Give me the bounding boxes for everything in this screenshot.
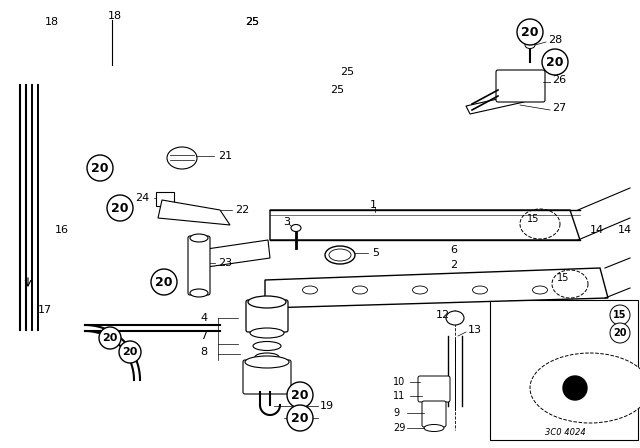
Text: 10: 10 xyxy=(393,377,405,387)
Text: 5: 5 xyxy=(372,248,379,258)
Ellipse shape xyxy=(190,234,208,242)
Ellipse shape xyxy=(245,356,289,368)
Text: 20: 20 xyxy=(613,328,627,338)
Polygon shape xyxy=(158,200,230,225)
Text: 24: 24 xyxy=(135,193,149,203)
Text: 3: 3 xyxy=(283,217,290,227)
Ellipse shape xyxy=(446,311,464,325)
Text: 16: 16 xyxy=(55,225,69,235)
Text: 19: 19 xyxy=(320,401,334,411)
Text: 27: 27 xyxy=(552,103,566,113)
Ellipse shape xyxy=(250,328,284,338)
Text: 7: 7 xyxy=(200,331,207,341)
Polygon shape xyxy=(466,94,524,114)
Ellipse shape xyxy=(329,249,351,261)
Ellipse shape xyxy=(424,425,444,431)
FancyBboxPatch shape xyxy=(422,401,446,427)
Text: 20: 20 xyxy=(92,161,109,175)
Circle shape xyxy=(610,323,630,343)
Ellipse shape xyxy=(248,296,286,308)
Circle shape xyxy=(119,341,141,363)
Polygon shape xyxy=(270,210,580,240)
Circle shape xyxy=(517,19,543,45)
Text: 20: 20 xyxy=(102,333,118,343)
Text: 20: 20 xyxy=(291,388,308,401)
Text: 18: 18 xyxy=(45,17,59,27)
Text: 2: 2 xyxy=(450,260,457,270)
Text: 12: 12 xyxy=(436,310,450,320)
FancyBboxPatch shape xyxy=(188,236,210,295)
Circle shape xyxy=(563,376,587,400)
Ellipse shape xyxy=(413,286,428,294)
Ellipse shape xyxy=(353,286,367,294)
Text: 20: 20 xyxy=(547,56,564,69)
Text: 25: 25 xyxy=(330,85,344,95)
Text: 3C0 4024: 3C0 4024 xyxy=(545,427,586,436)
Ellipse shape xyxy=(325,246,355,264)
Text: 17: 17 xyxy=(38,305,52,315)
Polygon shape xyxy=(200,240,270,268)
FancyBboxPatch shape xyxy=(490,300,638,440)
Text: 20: 20 xyxy=(111,202,129,215)
FancyBboxPatch shape xyxy=(246,300,288,332)
Circle shape xyxy=(99,327,121,349)
Text: 1: 1 xyxy=(370,200,377,210)
Text: 25: 25 xyxy=(245,17,259,27)
Text: 11: 11 xyxy=(393,391,405,401)
Circle shape xyxy=(151,269,177,295)
Circle shape xyxy=(87,155,113,181)
Text: 8: 8 xyxy=(200,347,207,357)
Circle shape xyxy=(107,195,133,221)
Ellipse shape xyxy=(190,289,208,297)
Text: 18: 18 xyxy=(108,11,122,21)
Text: 22: 22 xyxy=(235,205,249,215)
Text: 14: 14 xyxy=(590,225,604,235)
Text: 14: 14 xyxy=(618,225,632,235)
Ellipse shape xyxy=(255,353,279,361)
Text: 15: 15 xyxy=(527,214,540,224)
Text: 20: 20 xyxy=(156,276,173,289)
FancyBboxPatch shape xyxy=(156,192,174,206)
Ellipse shape xyxy=(167,147,197,169)
FancyBboxPatch shape xyxy=(418,376,450,402)
Text: 23: 23 xyxy=(218,258,232,268)
Text: 20: 20 xyxy=(291,412,308,425)
Text: 15: 15 xyxy=(557,273,570,283)
Ellipse shape xyxy=(472,286,488,294)
Ellipse shape xyxy=(532,286,547,294)
Ellipse shape xyxy=(530,353,640,423)
Text: 29: 29 xyxy=(393,423,405,433)
Text: 15: 15 xyxy=(613,310,627,320)
Text: 26: 26 xyxy=(552,75,566,85)
Text: 28: 28 xyxy=(548,35,563,45)
Text: 20: 20 xyxy=(122,347,138,357)
FancyBboxPatch shape xyxy=(243,360,291,394)
Circle shape xyxy=(287,382,313,408)
Text: 4: 4 xyxy=(200,313,207,323)
Text: 13: 13 xyxy=(468,325,482,335)
Text: 20: 20 xyxy=(521,26,539,39)
Polygon shape xyxy=(265,268,608,308)
Ellipse shape xyxy=(303,286,317,294)
Text: 9: 9 xyxy=(393,408,399,418)
Circle shape xyxy=(610,305,630,325)
Text: 6: 6 xyxy=(450,245,457,255)
Ellipse shape xyxy=(525,42,535,48)
Ellipse shape xyxy=(253,341,281,350)
Text: 25: 25 xyxy=(340,67,354,77)
Text: 25: 25 xyxy=(245,17,259,27)
Circle shape xyxy=(287,405,313,431)
FancyBboxPatch shape xyxy=(496,70,545,102)
Text: 21: 21 xyxy=(218,151,232,161)
Circle shape xyxy=(542,49,568,75)
Ellipse shape xyxy=(291,224,301,232)
